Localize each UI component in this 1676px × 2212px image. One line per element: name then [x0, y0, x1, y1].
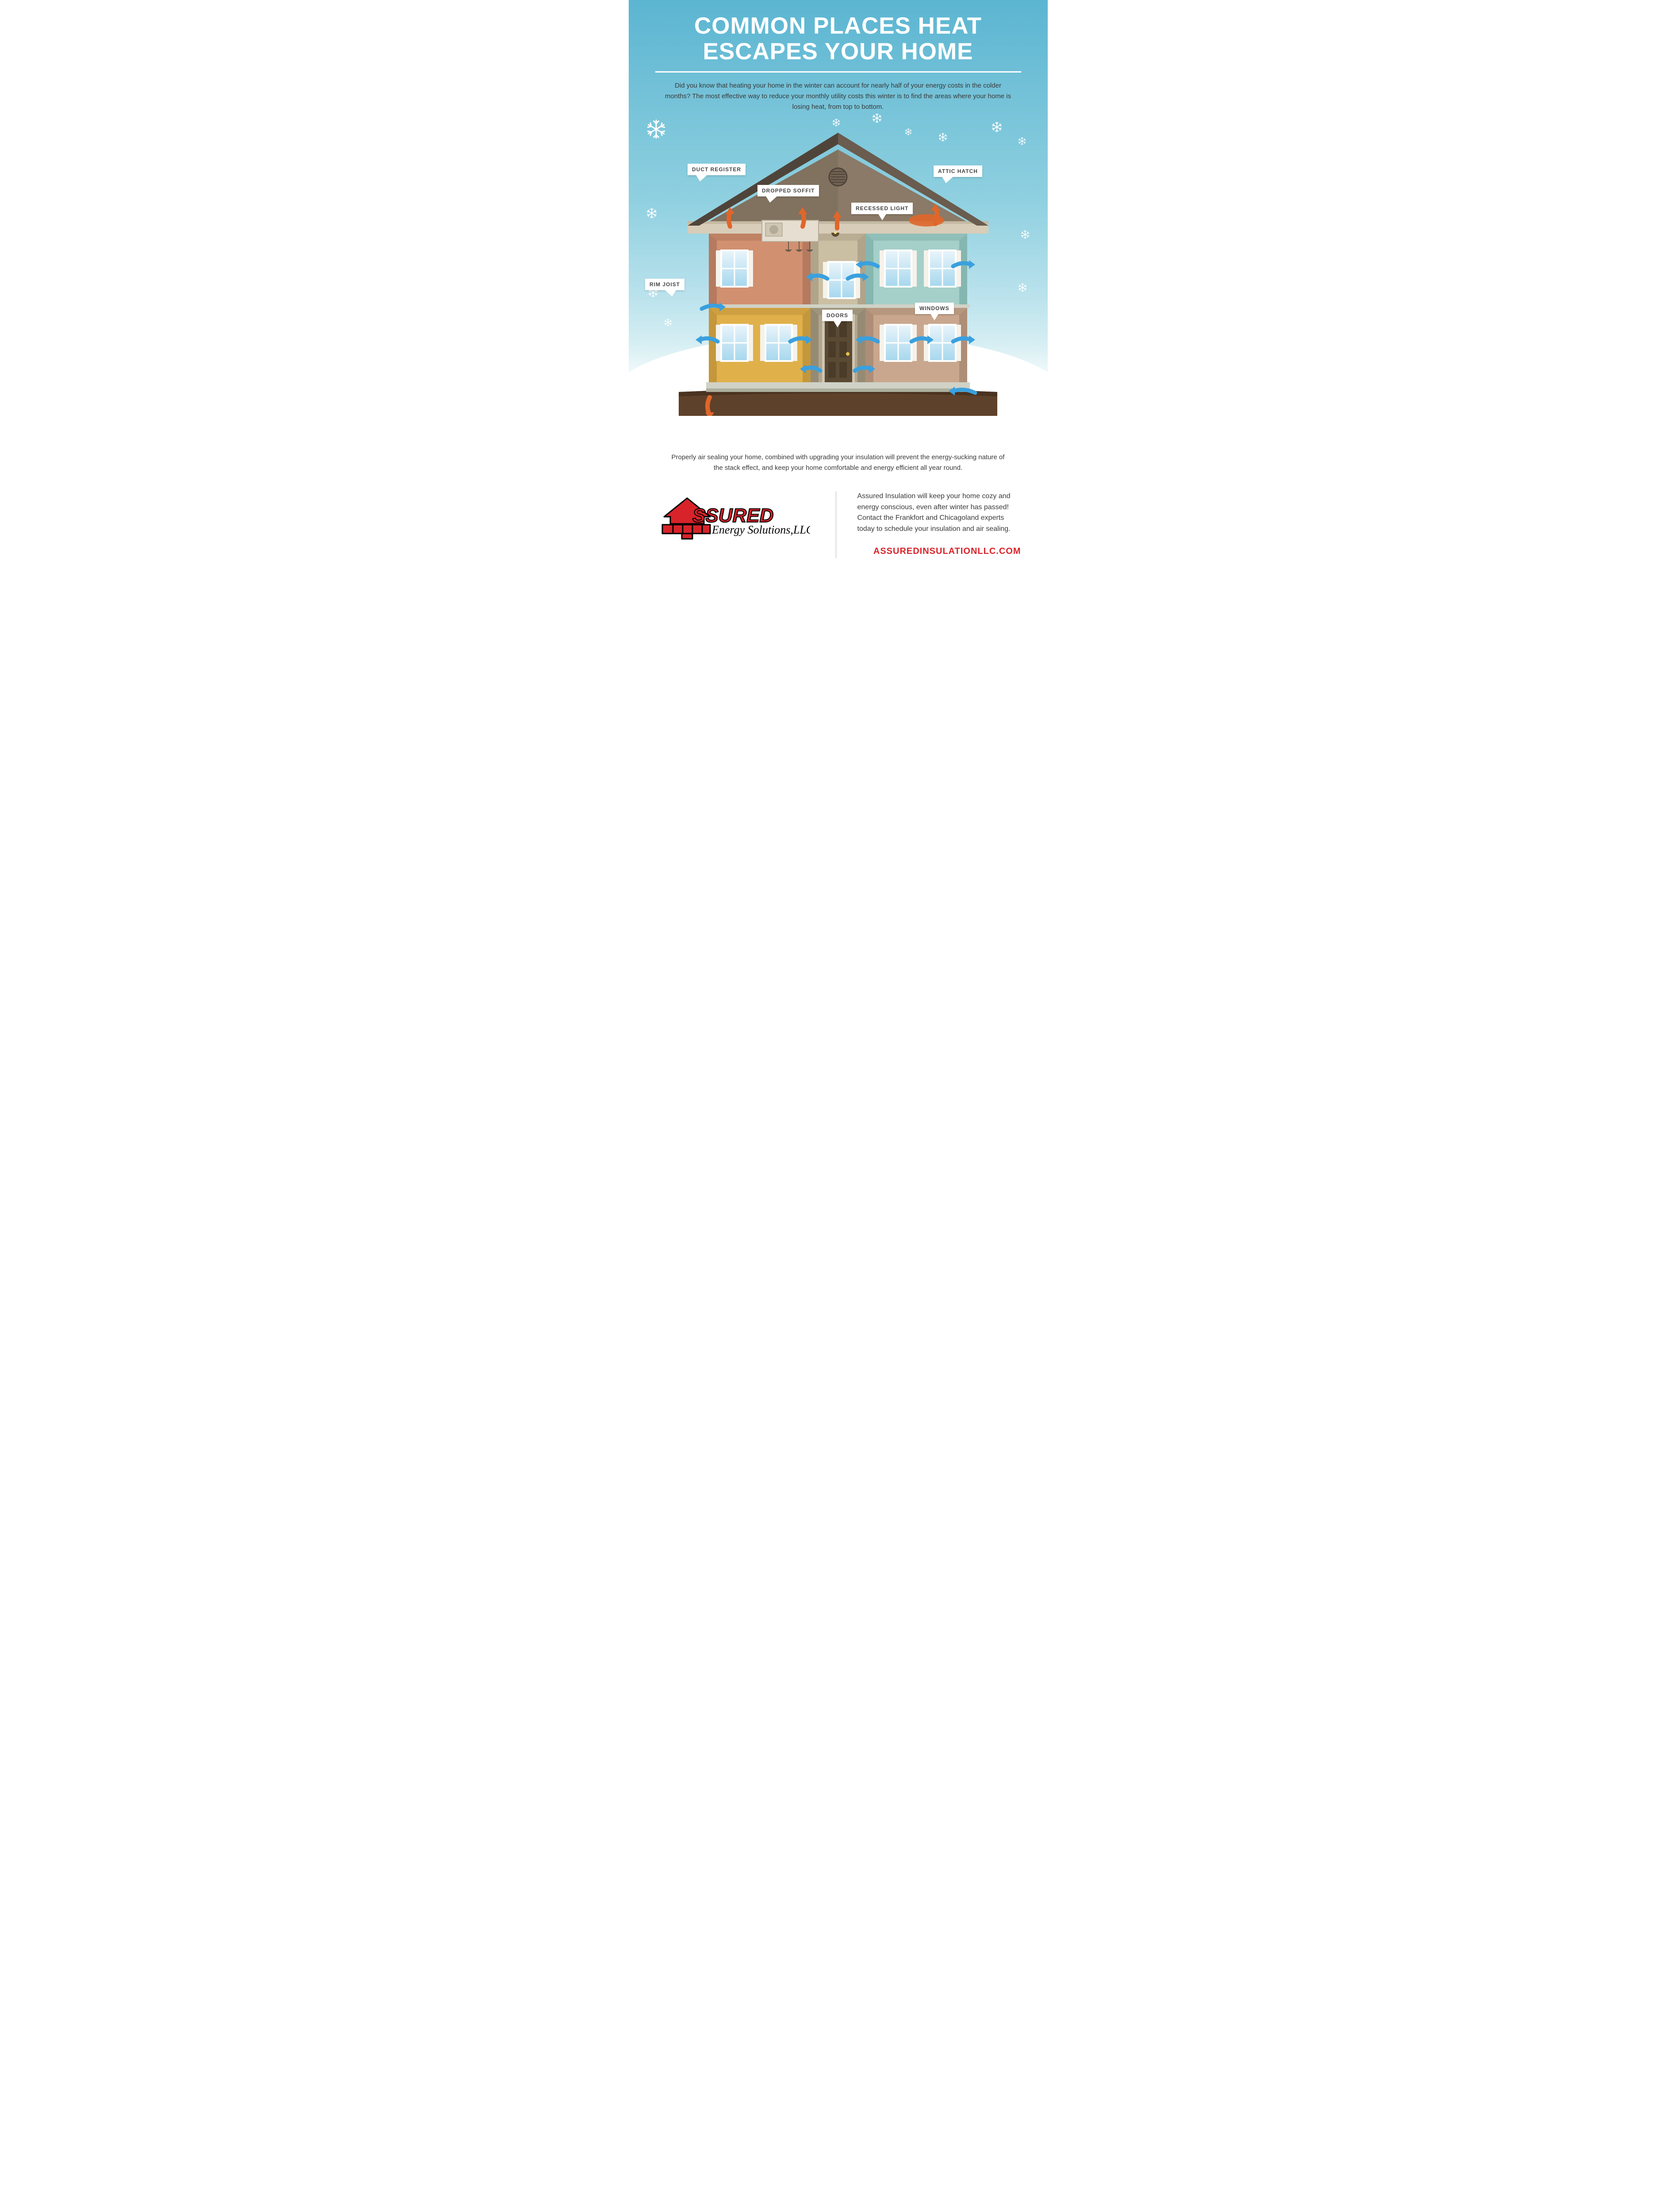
svg-text:Energy Solutions,LLC.: Energy Solutions,LLC. [711, 523, 810, 536]
label-dropped-soffit: DROPPED SOFFIT [757, 185, 819, 196]
title-block: COMMON PLACES HEAT ESCAPES YOUR HOME [629, 0, 1048, 65]
snowflake-icon [1018, 283, 1027, 294]
house-diagram: DUCT REGISTER DROPPED SOFFIT RECESSED LIGH… [670, 133, 1006, 416]
label-rim-joist: RIM JOIST [645, 279, 684, 290]
snowflake-icon [1021, 230, 1030, 241]
snowflake-icon [832, 119, 840, 129]
label-attic-hatch: ATTIC HATCH [934, 165, 982, 177]
snowflake-icon [646, 208, 657, 221]
label-duct-register: DUCT REGISTER [688, 164, 746, 175]
title-line-1: COMMON PLACES HEAT [694, 13, 982, 39]
outro-text: Properly air sealing your home, combined… [655, 452, 1021, 487]
snowflake-icon [872, 113, 882, 125]
label-doors: DOORS [822, 310, 853, 321]
infographic-poster: COMMON PLACES HEAT ESCAPES YOUR HOME Did… [629, 0, 1048, 572]
footer-block: Properly air sealing your home, combined… [629, 452, 1048, 572]
label-recessed-light: RECESSED LIGHT [851, 203, 913, 214]
brand-logo: SSURED Energy Solutions,LLC. [655, 491, 815, 540]
snowflake-icon [1018, 137, 1026, 147]
footer-row: SSURED Energy Solutions,LLC. Assured Ins… [655, 487, 1021, 558]
title-line-2: ESCAPES YOUR HOME [703, 38, 973, 65]
intro-text: Did you know that heating your home in t… [629, 73, 1048, 112]
footer-text: Assured Insulation will keep your home c… [857, 491, 1021, 535]
snowflake-icon [646, 119, 666, 141]
page-title: COMMON PLACES HEAT ESCAPES YOUR HOME [646, 13, 1030, 65]
assured-logo-icon: SSURED Energy Solutions,LLC. [660, 491, 810, 540]
footer-copy: Assured Insulation will keep your home c… [857, 491, 1021, 558]
label-windows: WINDOWS [915, 303, 954, 314]
brand-url: ASSUREDINSULATIONLLC.COM [857, 545, 1021, 558]
